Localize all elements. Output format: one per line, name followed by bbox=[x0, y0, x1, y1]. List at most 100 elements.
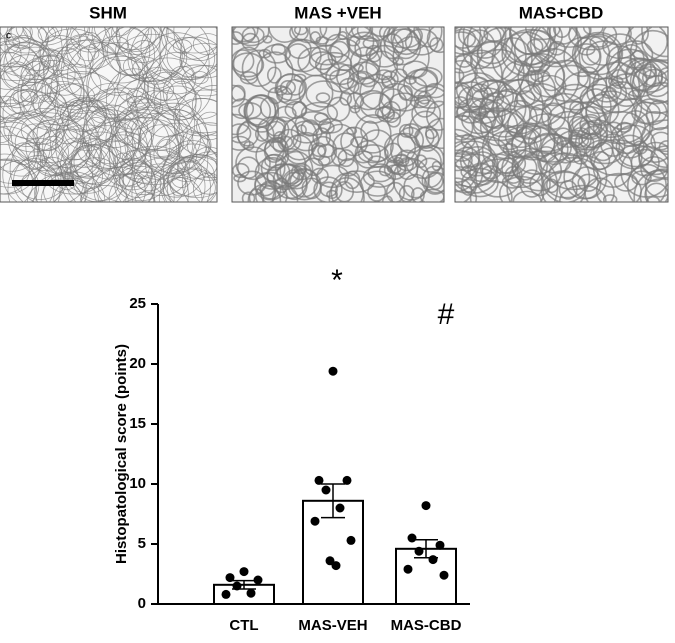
alveolus bbox=[97, 173, 154, 202]
alveolus bbox=[410, 187, 425, 202]
alveolus bbox=[357, 144, 389, 164]
alveolus bbox=[63, 164, 94, 195]
alveolus bbox=[313, 112, 329, 123]
alveolus bbox=[425, 128, 438, 140]
alveolus bbox=[457, 86, 484, 114]
alveolus bbox=[188, 146, 217, 195]
alveolus bbox=[570, 119, 602, 157]
alveolus bbox=[232, 27, 259, 43]
data-point bbox=[321, 485, 331, 495]
alveolus bbox=[338, 77, 360, 95]
alveolus bbox=[178, 122, 217, 181]
alveolus bbox=[424, 82, 444, 99]
alveolus bbox=[367, 182, 387, 202]
alveolus bbox=[271, 184, 299, 202]
data-point bbox=[403, 564, 413, 574]
scale-bar bbox=[12, 180, 74, 186]
alveolus bbox=[94, 27, 119, 42]
alveolus bbox=[496, 79, 544, 135]
alveolus bbox=[34, 173, 88, 202]
alveolus bbox=[247, 183, 282, 202]
panel-title: SHM bbox=[89, 3, 127, 22]
alveolus bbox=[25, 60, 50, 77]
alveolus bbox=[498, 175, 545, 202]
alveolus bbox=[121, 172, 144, 188]
alveolus bbox=[0, 135, 43, 188]
alveolus bbox=[602, 27, 632, 46]
alveolus bbox=[91, 108, 117, 124]
alveolus bbox=[0, 121, 41, 172]
alveolus bbox=[166, 36, 217, 78]
alveolus bbox=[462, 29, 497, 70]
alveolus bbox=[517, 52, 565, 102]
alveolus bbox=[637, 127, 668, 179]
alveolus bbox=[56, 43, 94, 81]
alveolus bbox=[52, 39, 120, 97]
data-point bbox=[331, 561, 341, 571]
alveolus bbox=[569, 100, 584, 115]
alveolus bbox=[404, 28, 439, 56]
alveolus bbox=[153, 85, 202, 121]
alveolus bbox=[57, 141, 101, 184]
data-point bbox=[232, 581, 242, 591]
alveolus bbox=[0, 27, 30, 73]
alveolus bbox=[326, 96, 351, 122]
alveolus bbox=[254, 172, 277, 197]
alveolus bbox=[124, 104, 194, 180]
alveolus bbox=[296, 124, 307, 136]
alveolus bbox=[272, 136, 287, 153]
alveolus bbox=[42, 115, 102, 178]
significance-marker: * bbox=[331, 264, 343, 297]
alveolus bbox=[576, 66, 600, 89]
alveolus bbox=[84, 169, 127, 202]
alveolus bbox=[232, 162, 250, 179]
alveolus bbox=[15, 27, 72, 46]
alveolus bbox=[329, 69, 354, 86]
y-tick-label: 5 bbox=[138, 535, 146, 552]
tissue-texture bbox=[0, 27, 217, 202]
alveolus bbox=[383, 28, 422, 66]
alveolus bbox=[243, 96, 272, 126]
alveolus bbox=[457, 27, 489, 48]
alveolus bbox=[644, 182, 668, 202]
alveolus bbox=[20, 115, 61, 145]
alveolus bbox=[284, 171, 304, 187]
alveolus bbox=[232, 27, 256, 45]
alveolus bbox=[455, 81, 489, 111]
alveolus bbox=[326, 189, 338, 200]
alveolus bbox=[540, 170, 586, 202]
alveolus bbox=[529, 27, 582, 68]
alveolus bbox=[173, 98, 217, 156]
data-point bbox=[439, 570, 449, 580]
data-point bbox=[342, 475, 352, 485]
alveolus bbox=[514, 52, 551, 76]
alveolus bbox=[266, 163, 301, 189]
alveolus bbox=[629, 59, 668, 105]
alveolus bbox=[35, 78, 61, 103]
data-point bbox=[435, 540, 445, 550]
alveolus bbox=[262, 43, 292, 64]
data-point bbox=[239, 567, 249, 577]
alveolus bbox=[37, 156, 67, 177]
alveolus bbox=[402, 60, 428, 79]
alveolus bbox=[360, 129, 394, 163]
alveolus bbox=[319, 27, 341, 41]
alveolus bbox=[232, 46, 263, 81]
alveolus bbox=[455, 184, 478, 202]
alveolus bbox=[105, 68, 162, 130]
alveolus bbox=[236, 121, 259, 147]
alveolus bbox=[232, 123, 252, 144]
alveolus bbox=[580, 125, 608, 149]
alveolus bbox=[293, 27, 308, 36]
alveolus bbox=[548, 40, 566, 56]
alveolus bbox=[413, 154, 428, 169]
alveolus bbox=[150, 156, 206, 202]
alveolus bbox=[481, 165, 502, 180]
alveolus bbox=[657, 67, 668, 88]
alveolus bbox=[294, 165, 308, 175]
alveolus bbox=[37, 27, 56, 42]
alveolus bbox=[114, 106, 185, 173]
alveolus bbox=[409, 94, 430, 109]
alveolus bbox=[38, 35, 82, 72]
